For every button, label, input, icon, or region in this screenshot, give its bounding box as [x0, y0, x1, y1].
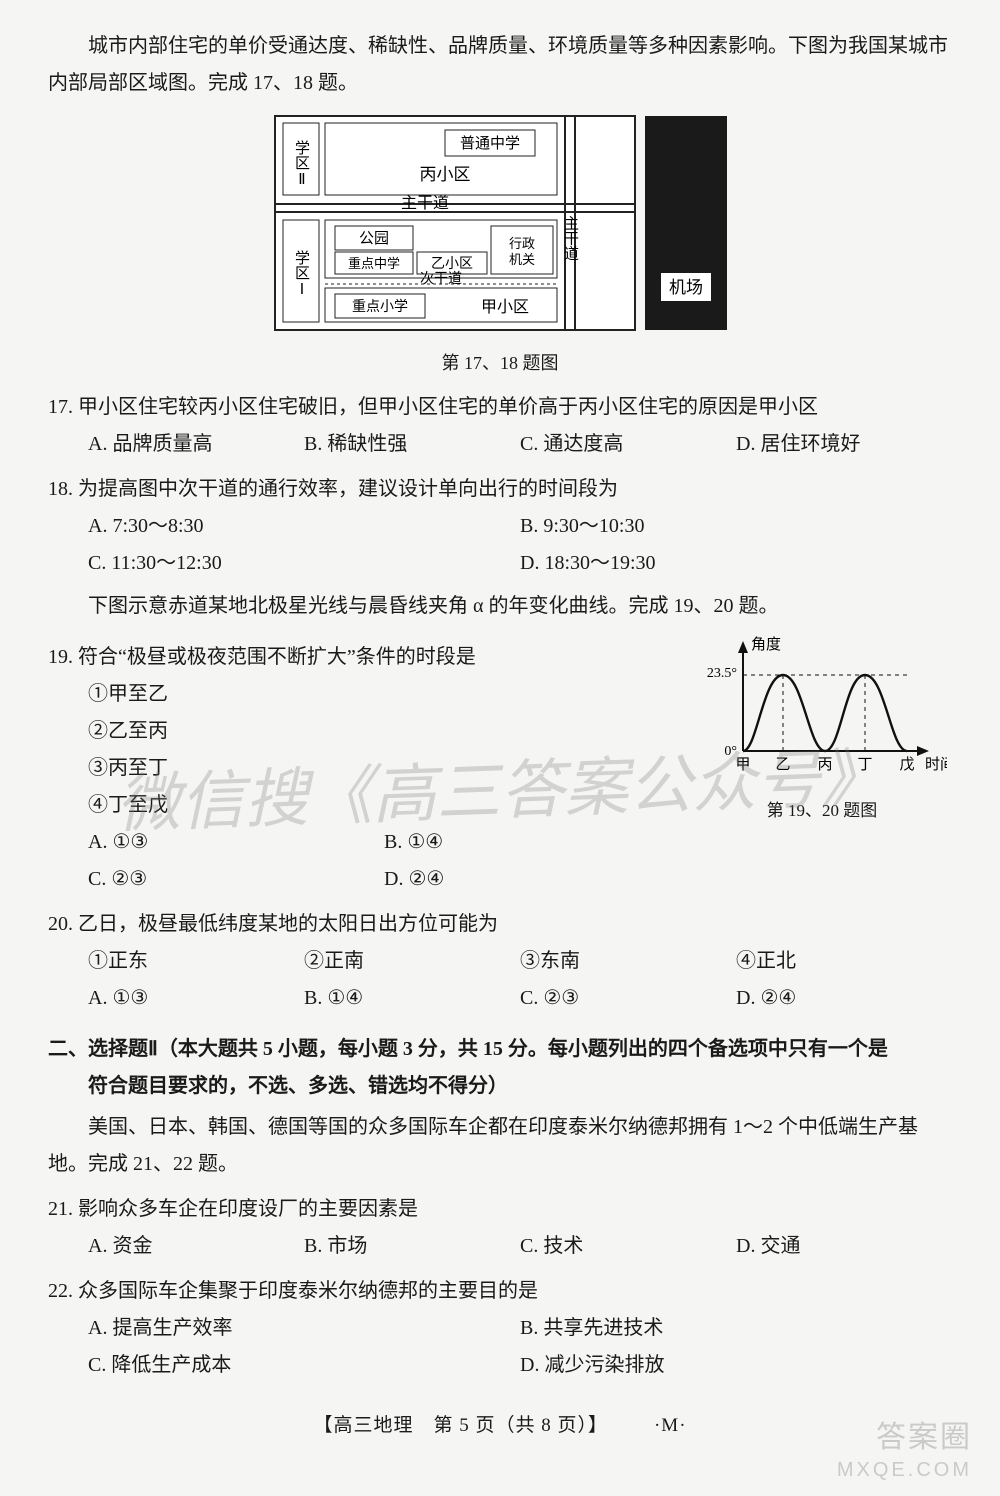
- q20-d[interactable]: D. ②④: [736, 980, 952, 1017]
- q20-a[interactable]: A. ①③: [88, 980, 304, 1017]
- q19-options: A. ①③ B. ①④ C. ②③ D. ②④: [48, 824, 680, 898]
- svg-text:丁: 丁: [857, 757, 872, 773]
- svg-text:主干道: 主干道: [562, 216, 579, 261]
- svg-text:丙: 丙: [817, 757, 832, 773]
- watermark-bottom-right-1: 答案圈: [876, 1412, 972, 1456]
- q19-b[interactable]: B. ①④: [384, 824, 680, 861]
- q20-c4: ④正北: [736, 943, 952, 980]
- diagram-caption-1: 第 17、18 题图: [48, 349, 952, 375]
- q22-b[interactable]: B. 共享先进技术: [520, 1310, 952, 1347]
- q20-c2: ②正南: [304, 943, 520, 980]
- airport-label: 机场: [669, 278, 703, 297]
- q21-stem: 21. 影响众多车企在印度设厂的主要因素是: [48, 1191, 952, 1228]
- q17-d[interactable]: D. 居住环境好: [736, 426, 952, 463]
- section2-heading: 二、选择题Ⅱ（本大题共 5 小题，每小题 3 分，共 15 分。每小题列出的四个…: [48, 1031, 952, 1105]
- q19-c[interactable]: C. ②③: [88, 861, 384, 898]
- q18-stem: 18. 为提高图中次干道的通行效率，建议设计单向出行的时间段为: [48, 471, 952, 508]
- section2-line1: 二、选择题Ⅱ（本大题共 5 小题，每小题 3 分，共 15 分。每小题列出的四个…: [48, 1038, 888, 1060]
- q20-options: A. ①③ B. ①④ C. ②③ D. ②④: [48, 980, 952, 1017]
- intro-q17-18: 城市内部住宅的单价受通达度、稀缺性、品牌质量、环境质量等多种因素影响。下图为我国…: [48, 28, 952, 102]
- svg-text:甲: 甲: [735, 757, 750, 773]
- q18-c[interactable]: C. 11:30～12:30: [88, 545, 520, 582]
- q22-d[interactable]: D. 减少污染排放: [520, 1347, 952, 1384]
- q19-circ-1: ①甲至乙: [48, 676, 680, 713]
- q19-circ-2: ②乙至丙: [48, 713, 680, 750]
- svg-text:角度: 角度: [751, 636, 781, 653]
- svg-text:机关: 机关: [509, 252, 535, 267]
- chart-caption: 第 19、20 题图: [692, 796, 952, 821]
- svg-text:丙小区: 丙小区: [420, 165, 471, 184]
- intro-q21-22: 美国、日本、韩国、德国等国的众多国际车企都在印度泰米尔纳德邦拥有 1～2 个中低…: [48, 1109, 952, 1183]
- svg-text:普通中学: 普通中学: [460, 135, 520, 152]
- q22-c[interactable]: C. 降低生产成本: [88, 1347, 520, 1384]
- q17-b[interactable]: B. 稀缺性强: [304, 426, 520, 463]
- chart-q19-20: 23.5° 0° 角度 时间 甲 乙 丙 丁 戊 第 19、20 题图: [692, 631, 952, 821]
- svg-text:乙: 乙: [775, 757, 790, 773]
- q21-d[interactable]: D. 交通: [736, 1228, 952, 1265]
- q17-options: A. 品牌质量高 B. 稀缺性强 C. 通达度高 D. 居住环境好: [48, 426, 952, 463]
- q18-d[interactable]: D. 18:30～19:30: [520, 545, 952, 582]
- q19-circ-4: ④丁至戊: [48, 787, 680, 824]
- section2-line2: 符合题目要求的，不选、多选、错选均不得分）: [48, 1068, 952, 1105]
- q17-stem: 17. 甲小区住宅较丙小区住宅破旧，但甲小区住宅的单价高于丙小区住宅的原因是甲小…: [48, 389, 952, 426]
- watermark-bottom-right-2: MXQE.COM: [837, 1459, 972, 1482]
- svg-text:23.5°: 23.5°: [707, 666, 737, 681]
- q20-stem: 20. 乙日，极昼最低纬度某地的太阳日出方位可能为: [48, 906, 952, 943]
- svg-text:重点中学: 重点中学: [348, 256, 400, 271]
- q17-a[interactable]: A. 品牌质量高: [88, 426, 304, 463]
- q22-a[interactable]: A. 提高生产效率: [88, 1310, 520, 1347]
- svg-text:重点小学: 重点小学: [352, 299, 408, 315]
- q20-c[interactable]: C. ②③: [520, 980, 736, 1017]
- q21-b[interactable]: B. 市场: [304, 1228, 520, 1265]
- diagram-q17-18: 机场 主干道 主干道 学区Ⅱ 普通中学 丙小区 学区Ⅰ 次干道 公园 重点中学 …: [48, 108, 952, 343]
- svg-text:时间: 时间: [925, 756, 947, 773]
- q21-options: A. 资金 B. 市场 C. 技术 D. 交通: [48, 1228, 952, 1265]
- svg-text:学区Ⅱ: 学区Ⅱ: [293, 140, 310, 188]
- svg-text:乙小区: 乙小区: [431, 256, 473, 272]
- svg-text:次干道: 次干道: [420, 271, 462, 287]
- page-footer: 【高三地理 第 5 页（共 8 页）】 ·M·: [48, 1410, 952, 1437]
- q18-options: A. 7:30～8:30 B. 9:30～10:30 C. 11:30～12:3…: [48, 508, 952, 582]
- q20-circled: ①正东 ②正南 ③东南 ④正北: [48, 943, 952, 980]
- q20-c3: ③东南: [520, 943, 736, 980]
- q20-c1: ①正东: [88, 943, 304, 980]
- svg-text:学区Ⅰ: 学区Ⅰ: [293, 250, 310, 298]
- q18-a[interactable]: A. 7:30～8:30: [88, 508, 520, 545]
- q19-a[interactable]: A. ①③: [88, 824, 384, 861]
- svg-text:甲小区: 甲小区: [481, 298, 529, 316]
- q22-stem: 22. 众多国际车企集聚于印度泰米尔纳德邦的主要目的是: [48, 1273, 952, 1310]
- q18-b[interactable]: B. 9:30～10:30: [520, 508, 952, 545]
- q19-stem: 19. 符合“极昼或极夜范围不断扩大”条件的时段是: [48, 639, 680, 676]
- q20-b[interactable]: B. ①④: [304, 980, 520, 1017]
- q17-c[interactable]: C. 通达度高: [520, 426, 736, 463]
- q21-c[interactable]: C. 技术: [520, 1228, 736, 1265]
- q19-circ-3: ③丙至丁: [48, 750, 680, 787]
- svg-text:主干道: 主干道: [401, 194, 449, 212]
- q19-d[interactable]: D. ②④: [384, 861, 680, 898]
- q21-a[interactable]: A. 资金: [88, 1228, 304, 1265]
- q22-options: A. 提高生产效率 B. 共享先进技术 C. 降低生产成本 D. 减少污染排放: [48, 1310, 952, 1384]
- intro-q19-20: 下图示意赤道某地北极星光线与晨昏线夹角 α 的年变化曲线。完成 19、20 题。: [48, 588, 952, 625]
- svg-text:公园: 公园: [359, 230, 389, 247]
- svg-text:行政: 行政: [509, 236, 535, 251]
- svg-text:戊: 戊: [899, 756, 914, 773]
